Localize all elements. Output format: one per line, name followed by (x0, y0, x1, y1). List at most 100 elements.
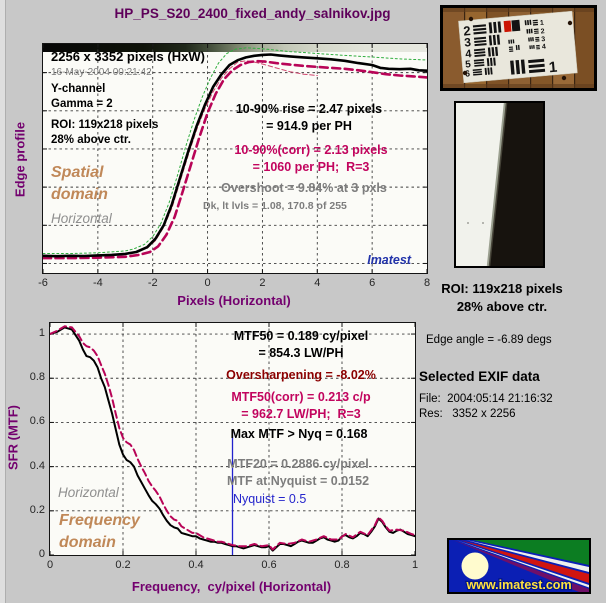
image-size-text: 2256 x 3352 pixels (HxW) (51, 49, 205, 64)
exif-file-text: File: 2004:05:14 21:16:32 (419, 393, 553, 405)
y-tick-label: 0.8 (29, 371, 45, 384)
series-ideal-edge-green-dotted (43, 47, 427, 254)
chart-number: 6 (465, 68, 471, 78)
roi-size-text: ROI: 119x218 pixels (51, 119, 159, 131)
window-left-edge (0, 0, 6, 603)
mtf50-annotation-line1: MTF50 = 0.189 cy/pixel (233, 329, 369, 343)
logo-url-text: www.imatest.com (465, 578, 571, 592)
y-tick-label: 0 (38, 548, 45, 560)
corrected-rise-line1: 10-90%(corr) = 2.13 pixels (234, 143, 388, 157)
roi-caption-line1: ROI: 119x218 pixels (441, 281, 563, 296)
x-tick-label: 0.8 (334, 559, 350, 571)
run-date-text: 16-May-2004 00:21:42 (51, 67, 152, 78)
frequency-orientation-label: Horizontal (58, 485, 119, 500)
rise-annotation-line2: = 914.9 per PH (266, 119, 352, 133)
mtf50-corrected-line2: = 962.7 LW/PH; R=3 (241, 407, 361, 421)
x-tick-label: 0.4 (188, 559, 204, 571)
x-tick-label: 0.2 (115, 559, 131, 571)
roi-marker (503, 20, 512, 33)
spatial-domain-label-2: domain (51, 186, 108, 203)
chart-number: 1 (548, 59, 558, 77)
logo-red-stripe (460, 540, 589, 583)
chart-number: 5 (465, 59, 472, 70)
test-chart-photo: 2 3 4 5 6 (440, 5, 597, 91)
x-tick-label: 6 (369, 277, 376, 289)
spatial-domain-label-1: Spatial (51, 164, 104, 181)
logo-moon (461, 552, 489, 580)
x-tick-label: 2 (259, 277, 266, 289)
mtf20-annotation: MTF20 = 0.2886 cy/pixel (227, 457, 369, 471)
max-mtf-annotation: Max MTF > Nyq = 0.168 (230, 427, 368, 441)
mtf50-corrected-line1: MTF50(corr) = 0.213 c/p (231, 390, 371, 404)
edge-angle-text: Edge angle = -6.89 degs (426, 334, 552, 346)
y-tick-label: 0.2 (29, 503, 45, 516)
logo-purple-stripe (453, 540, 589, 592)
mtf50-annotation-line2: = 854.3 LW/PH (258, 346, 344, 360)
x-tick-label: 1 (411, 559, 419, 571)
x-tick-label: 0 (46, 559, 54, 571)
edge-transition-dark (488, 102, 508, 267)
dark-light-levels-annotation: Dk, lt lvls = 1.08, 170.8 of 255 (203, 200, 347, 212)
fence-pins (462, 16, 573, 81)
x-tick-label: 0.6 (261, 559, 277, 571)
edge-transition (486, 102, 507, 267)
mtf-y-axis-label: SFR (MTF) (5, 405, 21, 470)
logo-white-stripe (466, 540, 589, 572)
logo-green-stripe (473, 540, 589, 565)
test-chart-photo-image: 2 3 4 5 6 (443, 8, 594, 88)
frequency-domain-label-2: domain (59, 534, 116, 551)
chart-number: 1 (540, 20, 545, 27)
overshoot-annotation: Overshoot = 9.84% at 3 pxls (221, 181, 387, 195)
x-tick-label: -4 (92, 277, 103, 289)
resolution-chart-bars: 2 3 4 5 6 (463, 20, 558, 79)
series-mtf-black (50, 326, 415, 552)
series-corrected-edge-magenta (43, 59, 427, 260)
exif-heading: Selected EXIF data (419, 369, 540, 384)
spatial-orientation-label: Horizontal (51, 211, 112, 226)
edge-profile-plot: 2256 x 3352 pixels (HxW) 16-May-2004 00:… (38, 43, 430, 289)
chart-number: 3 (464, 35, 472, 50)
spatial-y-axis-label: Edge profile (12, 121, 28, 198)
oversharpening-annotation: Oversharpening = -8.02% (226, 368, 376, 382)
y-tick-label: 1 (38, 327, 45, 340)
chart-number: 4 (542, 44, 547, 51)
corrected-rise-line2: = 1060 per PH; R=3 (252, 160, 370, 174)
y-tick-label: 0.4 (29, 459, 45, 472)
roi-edge-crop-image (454, 101, 545, 268)
nyquist-annotation: Nyquist = 0.5 (233, 492, 307, 506)
x-tick-label: 8 (423, 277, 431, 289)
chart-number: 4 (465, 48, 473, 61)
series-mtf-corrected-magenta (50, 325, 415, 551)
gamma-text: Gamma = 2 (51, 98, 113, 110)
edge-profile-chart-canvas (43, 44, 427, 273)
chart-number: 2 (540, 28, 545, 35)
x-tick-label: 0 (204, 277, 211, 289)
series-edge-profile-black (43, 53, 427, 258)
chart-number: 2 (463, 23, 472, 39)
dust-speck (482, 222, 484, 224)
spatial-x-axis-label: Pixels (Horizontal) (177, 293, 291, 308)
imatest-logo: www.imatest.com (447, 538, 591, 594)
mtf-x-axis-label: Frequency, cy/pixel (Horizontal) (131, 579, 332, 594)
imatest-logo-image: www.imatest.com (449, 540, 589, 593)
x-tick-label: 4 (314, 277, 321, 289)
logo-white-stripe-2 (456, 540, 589, 588)
mtf-at-nyquist-annotation: MTF at Nyquist = 0.0152 (226, 474, 370, 488)
x-tick-label: -2 (147, 277, 158, 289)
series-thin-red-dashed (146, 60, 318, 249)
frequency-domain-label-1: Frequency (59, 512, 140, 529)
rise-annotation-line1: 10-90% rise = 2.47 pixels (235, 102, 383, 116)
chart-number: 3 (541, 36, 546, 43)
exif-resolution-text: Res: 3352 x 2256 (419, 408, 516, 420)
mtf-chart-canvas (50, 323, 415, 555)
channel-text: Y-channel (51, 83, 106, 95)
figure-title: HP_PS_S20_2400_fixed_andy_salnikov.jpg (114, 6, 391, 21)
resolution-chart-paper: 2 3 4 5 6 (458, 10, 578, 84)
edge-crop-canvas (456, 102, 543, 267)
imatest-watermark: Imatest (367, 253, 411, 267)
roi-position-text: 28% above ctr. (51, 134, 131, 146)
x-tick-label: -6 (38, 277, 48, 289)
edge-tone-gradient-strip (43, 44, 427, 52)
roi-caption-line2: 28% above ctr. (456, 299, 548, 314)
